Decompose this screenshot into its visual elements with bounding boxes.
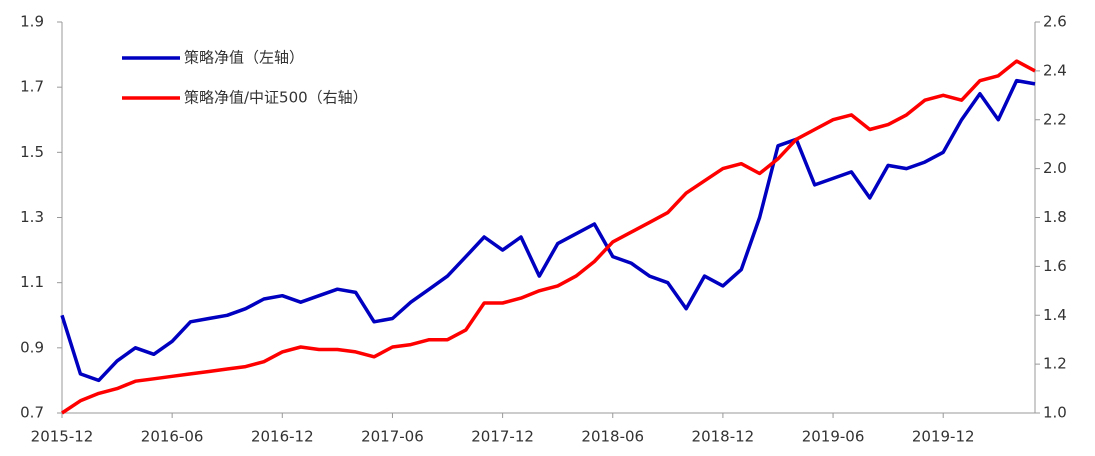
series-line [60,78,1036,383]
y2-tick-label: 2.6 [1043,13,1067,31]
series-line [61,59,1036,415]
y-tick-label: 0.7 [20,404,44,422]
y-tick-label: 1.7 [20,78,44,96]
y2-tick-label: 1.6 [1043,257,1067,275]
y-tick-label: 1.1 [20,273,44,291]
y2-tick-label: 2.4 [1043,61,1067,79]
y2-tick-label: 2.2 [1043,110,1067,128]
x-tick-label: 2017-06 [361,428,424,446]
x-tick-label: 2019-12 [912,428,975,446]
y-tick-label: 1.9 [20,13,44,31]
y2-tick-label: 1.2 [1043,355,1067,373]
x-tick-label: 2015-12 [31,428,94,446]
x-tick-label: 2018-12 [692,428,755,446]
x-tick-label: 2019-06 [802,428,865,446]
x-tick-label: 2016-06 [141,428,204,446]
y-tick-label: 1.5 [20,143,44,161]
x-tick-label: 2016-12 [251,428,314,446]
y2-tick-label: 2.0 [1043,159,1067,177]
legend-label: 策略净值/中证500（右轴） [184,89,368,107]
x-tick-label: 2018-06 [581,428,644,446]
y2-tick-label: 1.4 [1043,306,1067,324]
y2-tick-label: 1.8 [1043,208,1067,226]
y2-tick-label: 1.0 [1043,404,1067,422]
x-tick-label: 2017-12 [471,428,534,446]
y-tick-label: 1.3 [20,208,44,226]
legend-label: 策略净值（左轴） [184,49,304,67]
y-tick-label: 0.9 [20,338,44,356]
